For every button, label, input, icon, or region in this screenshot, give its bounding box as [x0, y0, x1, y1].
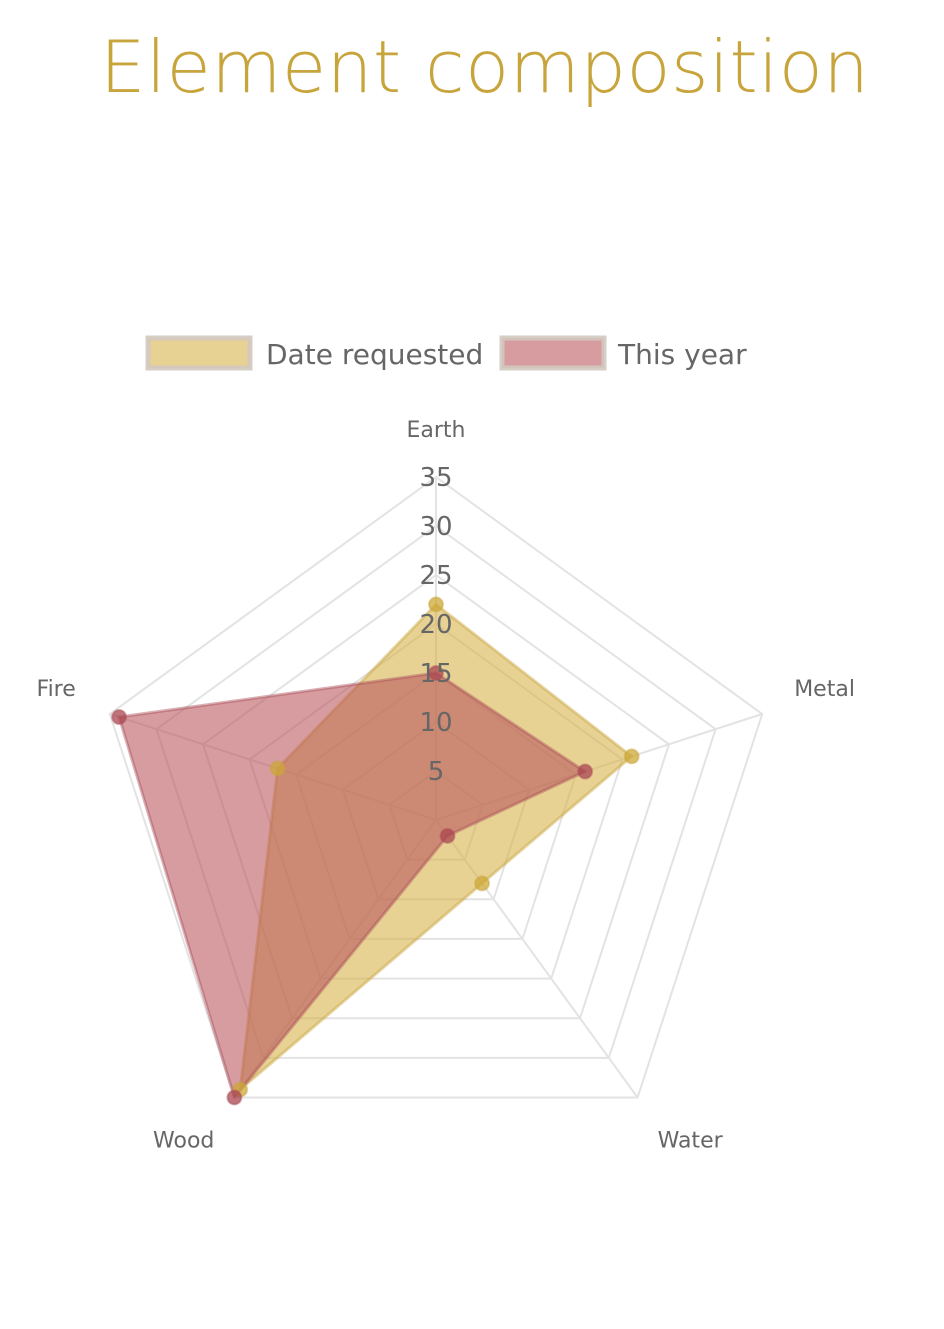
axis-label-earth: Earth: [407, 418, 466, 443]
data-point-this-year-earth[interactable]: [428, 665, 444, 681]
axis-label-wood: Wood: [153, 1128, 214, 1153]
chart-title: Element composition: [100, 25, 870, 109]
legend-label-this-year[interactable]: This year: [617, 338, 747, 371]
axis-labels: Earth Metal Water Wood Fire: [37, 418, 855, 1153]
data-point-date-requested-water[interactable]: [474, 875, 491, 892]
series-area-this-year: [117, 671, 587, 1099]
tick-label-15: 15: [419, 659, 452, 689]
tick-label-20: 20: [419, 610, 452, 640]
axis-label-water: Water: [658, 1128, 724, 1153]
data-point-this-year-water[interactable]: [439, 827, 456, 844]
axis-label-fire: Fire: [37, 677, 76, 702]
tick-label-10: 10: [419, 708, 452, 738]
data-point-this-year-wood[interactable]: [226, 1089, 243, 1106]
axis-label-metal: Metal: [794, 677, 855, 702]
data-point-date-requested-earth[interactable]: [428, 596, 444, 613]
grid-ring-30: [155, 524, 717, 1059]
legend-swatch-this-year[interactable]: [499, 335, 607, 371]
data-point-date-requested-metal[interactable]: [623, 748, 640, 765]
legend-swatch-date-requested[interactable]: [145, 335, 253, 371]
radial-ticks: 5 10 15 20 25 30 35: [419, 463, 452, 787]
radar-series: [111, 596, 640, 1106]
tick-label-35: 35: [419, 463, 452, 493]
data-point-this-year-fire[interactable]: [111, 709, 128, 726]
tick-label-30: 30: [419, 512, 452, 542]
grid-ring-35: [108, 475, 764, 1099]
legend: Date requested This year: [145, 335, 747, 371]
data-point-date-requested-fire[interactable]: [269, 760, 286, 777]
legend-label-date-requested[interactable]: Date requested: [266, 338, 483, 371]
tick-label-25: 25: [419, 561, 452, 591]
data-point-this-year-metal[interactable]: [577, 763, 594, 780]
tick-label-5: 5: [428, 757, 445, 787]
